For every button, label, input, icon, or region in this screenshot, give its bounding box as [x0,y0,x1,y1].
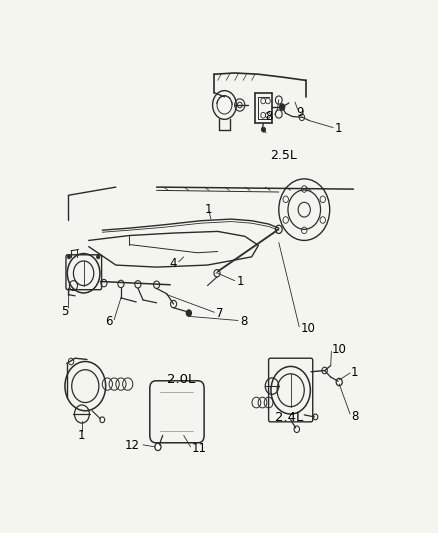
Text: 10: 10 [300,322,315,335]
Circle shape [67,255,71,259]
Text: 8: 8 [351,409,358,423]
Text: 4: 4 [170,257,177,270]
Circle shape [96,255,100,259]
Circle shape [322,367,327,374]
Circle shape [155,443,161,450]
Text: 1: 1 [237,275,244,288]
Text: 1: 1 [335,122,342,135]
Circle shape [261,127,265,132]
Circle shape [186,310,191,317]
Text: 8: 8 [240,315,247,328]
Circle shape [279,104,285,110]
Text: 2.0L: 2.0L [167,373,195,386]
Text: 6: 6 [105,315,113,328]
Text: 7: 7 [215,307,223,320]
Circle shape [294,426,300,432]
Text: 2.5L: 2.5L [270,149,297,161]
Circle shape [100,417,105,423]
Text: 10: 10 [332,343,347,356]
Text: 8: 8 [265,110,273,123]
Text: 2.4L: 2.4L [275,411,303,424]
Text: 1: 1 [205,203,212,216]
Circle shape [336,378,342,386]
Text: 11: 11 [192,442,207,455]
Text: 5: 5 [61,304,68,318]
Text: 9: 9 [297,106,304,119]
Text: 1: 1 [351,366,359,379]
Text: 1: 1 [78,429,86,442]
Text: 12: 12 [125,439,140,452]
